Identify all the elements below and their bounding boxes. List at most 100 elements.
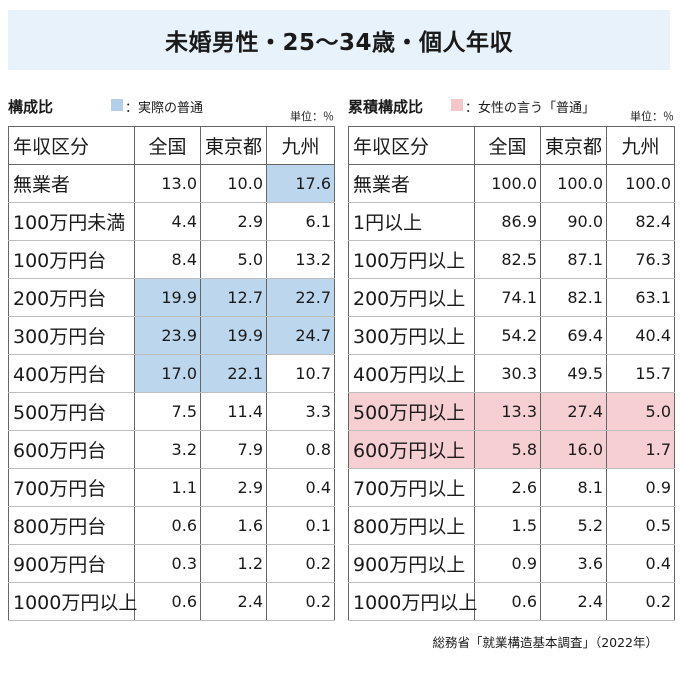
table-cell: 0.3 xyxy=(134,544,201,583)
row-label: 800万円以上 xyxy=(348,506,475,545)
table-cell: 63.1 xyxy=(606,278,675,317)
table-cell: 3.3 xyxy=(266,392,335,431)
table-cell: 74.1 xyxy=(474,278,541,317)
table-row: 200万円以上 74.1 82.1 63.1 xyxy=(348,278,675,317)
table-cell: 5.2 xyxy=(540,506,607,545)
row-label: 900万円台 xyxy=(8,544,135,583)
table-cell: 2.9 xyxy=(200,468,267,507)
table-cell: 4.4 xyxy=(134,202,201,241)
unit-label: 単位：％ xyxy=(630,110,674,123)
table-cell: 0.8 xyxy=(266,430,335,469)
table-cell: 69.4 xyxy=(540,316,607,355)
composition-header: 構成比 ：実際の普通 単位：％ xyxy=(8,96,334,126)
row-label: 300万円以上 xyxy=(348,316,475,355)
table-cell: 10.0 xyxy=(200,164,267,203)
table-row: 100万円台 8.4 5.0 13.2 xyxy=(8,240,335,279)
table-cell: 19.9 xyxy=(200,316,267,355)
table-cell: 0.6 xyxy=(474,582,541,621)
row-label: 700万円台 xyxy=(8,468,135,507)
table-cell: 1.5 xyxy=(474,506,541,545)
column-header: 年収区分 xyxy=(348,126,475,165)
table-row: 700万円台 1.1 2.9 0.4 xyxy=(8,468,335,507)
table-row: 400万円以上 30.3 49.5 15.7 xyxy=(348,354,675,393)
table-cell: 0.9 xyxy=(474,544,541,583)
row-label: 400万円以上 xyxy=(348,354,475,393)
table-cell: 100.0 xyxy=(606,164,675,203)
legend-swatch-pink xyxy=(451,99,463,111)
table-cell: 100.0 xyxy=(474,164,541,203)
table-cell: 54.2 xyxy=(474,316,541,355)
table-row: 300万円台 23.9 19.9 24.7 xyxy=(8,316,335,355)
row-label: 500万円台 xyxy=(8,392,135,431)
table-cell: 6.1 xyxy=(266,202,335,241)
column-header: 東京都 xyxy=(540,126,607,165)
row-label: 500万円以上 xyxy=(348,392,475,431)
table-cell: 87.1 xyxy=(540,240,607,279)
table-cell: 0.6 xyxy=(134,582,201,621)
table-cell: 1.6 xyxy=(200,506,267,545)
cumulative-section-title: 累積構成比 xyxy=(348,98,424,116)
table-cell: 49.5 xyxy=(540,354,607,393)
row-label: 1000万円以上 xyxy=(348,582,477,621)
table-cell: 22.1 xyxy=(200,354,267,393)
table-cell: 13.0 xyxy=(134,164,201,203)
table-row: 500万円台 7.5 11.4 3.3 xyxy=(8,392,335,431)
table-cell: 22.7 xyxy=(266,278,335,317)
legend-swatch-blue xyxy=(111,99,123,111)
row-label: 200万円以上 xyxy=(348,278,475,317)
source-note: 総務省「就業構造基本調査」（2022年） xyxy=(432,635,658,650)
table-cell: 0.2 xyxy=(606,582,675,621)
row-label: 100万円台 xyxy=(8,240,135,279)
row-label: 800万円台 xyxy=(8,506,135,545)
table-row: 600万円台 3.2 7.9 0.8 xyxy=(8,430,335,469)
table-cell: 0.2 xyxy=(266,582,335,621)
table-cell: 17.6 xyxy=(266,164,335,203)
table-cell: 0.2 xyxy=(266,544,335,583)
table-cell: 40.4 xyxy=(606,316,675,355)
table-row: 無業者 100.0 100.0 100.0 xyxy=(348,164,675,203)
legend-women-normal: ：女性の言う「普通」 xyxy=(465,101,596,116)
composition-section-title: 構成比 xyxy=(8,98,54,116)
table-cell: 11.4 xyxy=(200,392,267,431)
composition-table: 年収区分 全国 東京都 九州 無業者 13.0 10.0 17.6 100万円未満 4.4… xyxy=(8,126,335,621)
row-label: 200万円台 xyxy=(8,278,135,317)
legend-actual-normal: ：実際の普通 xyxy=(125,101,204,116)
composition-panel: 構成比 ：実際の普通 単位：％ 年収区分 全国 東京都 九州 無業者 13.0 10… xyxy=(8,96,335,621)
row-label: 無業者 xyxy=(8,164,135,203)
row-label: 600万円以上 xyxy=(348,430,475,469)
title-banner: 未婚男性・25～34歳・個人年収 xyxy=(8,10,670,70)
column-header: 年収区分 xyxy=(8,126,135,165)
table-cell: 15.7 xyxy=(606,354,675,393)
table-cell: 2.4 xyxy=(200,582,267,621)
table-cell: 5.0 xyxy=(200,240,267,279)
table-row: 1円以上 86.9 90.0 82.4 xyxy=(348,202,675,241)
table-row: 800万円以上 1.5 5.2 0.5 xyxy=(348,506,675,545)
page-title: 未婚男性・25～34歳・個人年収 xyxy=(164,30,513,56)
cumulative-header: 累積構成比 ：女性の言う「普通」 単位：％ xyxy=(348,96,674,126)
table-header-row: 年収区分 全国 東京都 九州 xyxy=(8,126,335,165)
column-header: 全国 xyxy=(474,126,541,165)
table-cell: 1.1 xyxy=(134,468,201,507)
table-row: 500万円以上 13.3 27.4 5.0 xyxy=(348,392,675,431)
row-label: 300万円台 xyxy=(8,316,135,355)
table-cell: 7.5 xyxy=(134,392,201,431)
table-cell: 2.9 xyxy=(200,202,267,241)
table-cell: 23.9 xyxy=(134,316,201,355)
table-cell: 100.0 xyxy=(540,164,607,203)
row-label: 900万円以上 xyxy=(348,544,475,583)
table-row: 1000万円以上 0.6 2.4 0.2 xyxy=(348,582,675,621)
table-cell: 82.1 xyxy=(540,278,607,317)
table-cell: 2.6 xyxy=(474,468,541,507)
table-row: 600万円以上 5.8 16.0 1.7 xyxy=(348,430,675,469)
table-row: 700万円以上 2.6 8.1 0.9 xyxy=(348,468,675,507)
table-cell: 2.4 xyxy=(540,582,607,621)
table-cell: 0.6 xyxy=(134,506,201,545)
table-cell: 30.3 xyxy=(474,354,541,393)
column-header: 東京都 xyxy=(200,126,267,165)
table-cell: 24.7 xyxy=(266,316,335,355)
table-header-row: 年収区分 全国 東京都 九州 xyxy=(348,126,675,165)
table-cell: 0.1 xyxy=(266,506,335,545)
table-cell: 0.9 xyxy=(606,468,675,507)
table-row: 300万円以上 54.2 69.4 40.4 xyxy=(348,316,675,355)
row-label: 400万円台 xyxy=(8,354,135,393)
